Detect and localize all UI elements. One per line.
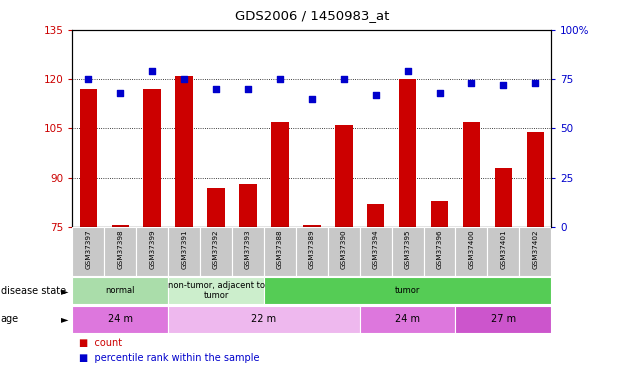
Text: non-tumor, adjacent to
tumor: non-tumor, adjacent to tumor — [168, 281, 265, 300]
Text: GSM37388: GSM37388 — [277, 229, 283, 269]
Bar — [72, 227, 105, 276]
Bar — [455, 227, 488, 276]
Point — [115, 90, 125, 96]
Text: ■  percentile rank within the sample: ■ percentile rank within the sample — [79, 353, 260, 363]
Bar — [519, 227, 551, 276]
Point — [498, 82, 508, 88]
Bar — [392, 227, 423, 276]
Point — [435, 90, 445, 96]
Text: age: age — [1, 314, 19, 324]
Point — [307, 96, 317, 102]
Bar — [367, 204, 384, 227]
Bar — [232, 227, 264, 276]
Bar — [105, 227, 136, 276]
Bar — [72, 306, 168, 333]
Bar — [360, 306, 455, 333]
Bar — [431, 201, 449, 227]
Bar — [455, 306, 551, 333]
Text: GSM37394: GSM37394 — [373, 229, 379, 269]
Bar — [72, 277, 168, 304]
Point — [243, 86, 253, 92]
Bar — [462, 122, 480, 227]
Text: disease state: disease state — [1, 286, 66, 296]
Text: GSM37396: GSM37396 — [437, 229, 442, 269]
Text: GSM37392: GSM37392 — [213, 229, 219, 269]
Bar — [144, 89, 161, 227]
Bar — [207, 188, 225, 227]
Text: GSM37393: GSM37393 — [245, 229, 251, 269]
Text: GSM37389: GSM37389 — [309, 229, 315, 269]
Point — [275, 76, 285, 82]
Point — [83, 76, 93, 82]
Bar — [264, 227, 296, 276]
Text: GSM37402: GSM37402 — [532, 229, 538, 269]
Bar — [168, 227, 200, 276]
Bar — [399, 79, 416, 227]
Bar — [175, 76, 193, 227]
Bar — [239, 184, 257, 227]
Text: ■  count: ■ count — [79, 338, 122, 348]
Bar — [136, 227, 168, 276]
Bar — [360, 227, 392, 276]
Text: ►: ► — [61, 286, 69, 296]
Text: GSM37400: GSM37400 — [469, 229, 474, 269]
Text: GSM37398: GSM37398 — [117, 229, 123, 269]
Point — [339, 76, 349, 82]
Text: 27 m: 27 m — [491, 314, 516, 324]
Text: GSM37397: GSM37397 — [86, 229, 91, 269]
Bar — [328, 227, 360, 276]
Point — [179, 76, 189, 82]
Point — [403, 68, 413, 74]
Bar — [423, 227, 455, 276]
Text: ►: ► — [61, 314, 69, 324]
Bar — [112, 225, 129, 227]
Bar — [271, 122, 289, 227]
Point — [370, 92, 381, 98]
Bar — [296, 227, 328, 276]
Text: GDS2006 / 1450983_at: GDS2006 / 1450983_at — [234, 9, 389, 22]
Point — [147, 68, 158, 74]
Text: 22 m: 22 m — [251, 314, 277, 324]
Bar — [335, 125, 353, 227]
Point — [211, 86, 221, 92]
Bar — [168, 277, 264, 304]
Text: normal: normal — [106, 286, 135, 295]
Bar — [200, 227, 232, 276]
Bar — [168, 306, 360, 333]
Text: 24 m: 24 m — [395, 314, 420, 324]
Text: GSM37401: GSM37401 — [500, 229, 507, 269]
Text: GSM37391: GSM37391 — [181, 229, 187, 269]
Point — [530, 80, 541, 86]
Bar — [488, 227, 519, 276]
Text: 24 m: 24 m — [108, 314, 133, 324]
Bar — [495, 168, 512, 227]
Text: GSM37399: GSM37399 — [149, 229, 155, 269]
Point — [466, 80, 476, 86]
Bar — [79, 89, 97, 227]
Bar — [264, 277, 551, 304]
Bar — [527, 132, 544, 227]
Text: tumor: tumor — [395, 286, 420, 295]
Text: GSM37390: GSM37390 — [341, 229, 347, 269]
Text: GSM37395: GSM37395 — [404, 229, 411, 269]
Bar — [303, 225, 321, 227]
